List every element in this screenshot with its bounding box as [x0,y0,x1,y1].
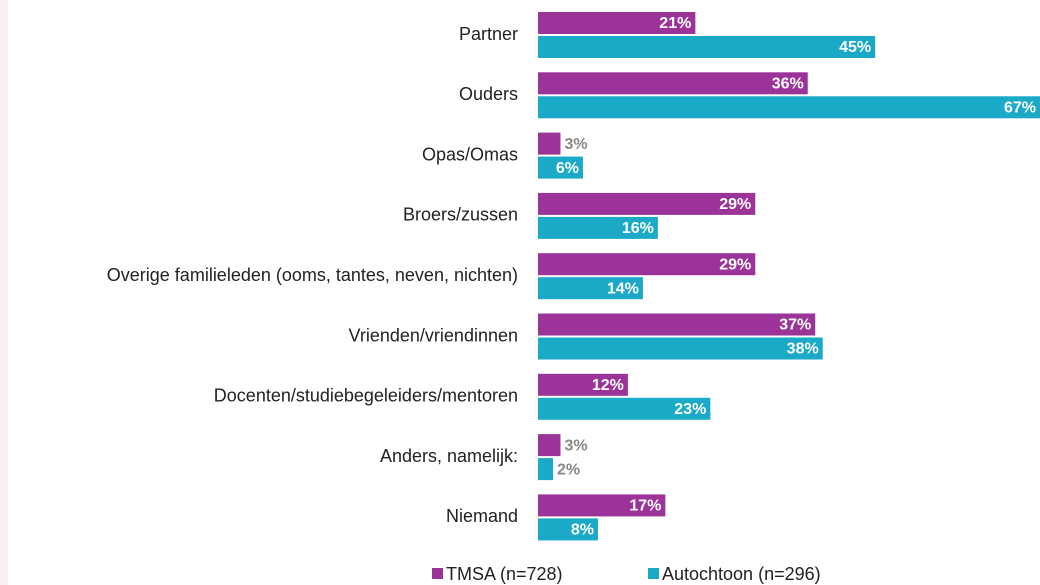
bar [538,494,666,517]
value-label: 21% [659,15,691,32]
value-label: 12% [592,377,624,394]
bar [538,216,658,239]
legend-swatch [648,568,659,579]
category-label: Docenten/studiebegeleiders/mentoren [214,386,518,406]
bar [538,337,823,360]
value-label: 3% [564,437,587,454]
bar [538,192,756,215]
category-label: Ouders [459,84,518,104]
bar [538,72,808,95]
value-label: 36% [772,76,804,93]
category-label: Anders, namelijk: [380,446,518,466]
value-label: 16% [622,220,654,237]
value-label: 29% [719,196,751,213]
value-label: 23% [674,401,706,418]
category-label: Niemand [446,506,518,526]
category-label: Opas/Omas [422,144,518,164]
bar [538,156,583,179]
legend-label: TMSA (n=728) [446,564,563,584]
bar [538,518,598,541]
bar [538,12,696,34]
bar [538,277,643,300]
value-label: 29% [719,256,751,273]
value-label: 3% [564,136,587,153]
category-label: Broers/zussen [403,205,518,225]
legend-swatch [432,568,443,579]
bar [538,397,711,420]
bar [538,373,628,396]
category-label: Vrienden/vriendinnen [349,325,518,345]
category-label: Partner [459,24,518,44]
value-label: 14% [607,280,639,297]
value-label: 17% [629,498,661,515]
value-label: 8% [571,522,594,539]
bar [538,96,1040,119]
bar [538,253,756,276]
value-label: 37% [779,317,811,334]
bar [538,313,816,336]
bar [538,36,876,58]
bar [538,434,561,457]
legend-label: Autochtoon (n=296) [662,564,821,584]
value-label: 2% [557,461,580,478]
left-stripe [0,0,8,585]
category-label: Overige familieleden (ooms, tantes, neve… [107,265,518,285]
bar [538,132,561,155]
value-label: 38% [787,341,819,358]
bar [538,458,553,481]
value-label: 45% [839,39,871,56]
value-label: 6% [556,160,579,177]
value-label: 67% [1004,100,1036,117]
